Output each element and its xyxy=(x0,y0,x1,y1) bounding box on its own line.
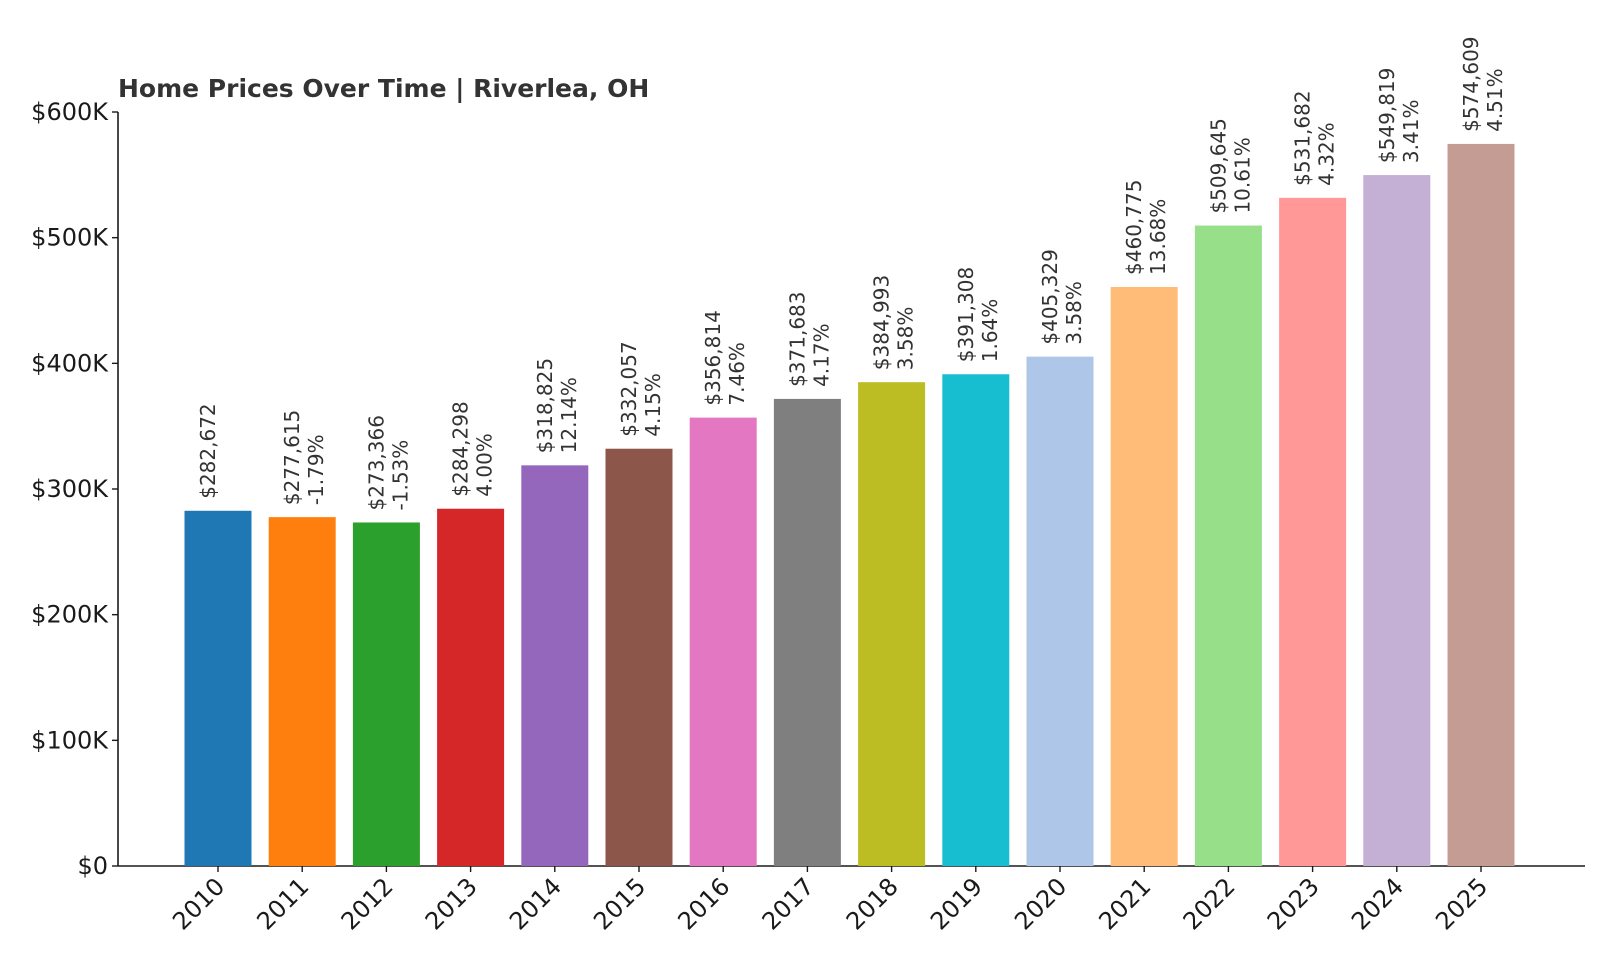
bar-value-label: $371,683 xyxy=(785,291,809,386)
bar-2013 xyxy=(437,508,505,866)
x-tick-label: 2025 xyxy=(1430,872,1493,935)
x-tick-label: 2015 xyxy=(588,872,651,935)
bar-2017 xyxy=(773,398,841,866)
y-tick-label: $300K xyxy=(31,475,109,503)
bar-value-label: $284,298 xyxy=(449,401,473,496)
bar-value-label: $460,775 xyxy=(1122,180,1146,275)
bar-value-label: $531,682 xyxy=(1291,90,1315,185)
bar-2011 xyxy=(268,517,336,866)
bar-2025 xyxy=(1447,143,1515,866)
bar-2012 xyxy=(352,522,420,866)
bar-change-label: 4.17% xyxy=(809,323,833,387)
x-tick-label: 2011 xyxy=(251,872,314,935)
bar-change-label: 3.58% xyxy=(894,307,918,371)
bar-labels: $282,672 $277,615 -1.79% $273,366 -1.53% $284… xyxy=(196,36,1507,510)
bar-change-label: 3.41% xyxy=(1399,100,1423,164)
x-tick-label: 2012 xyxy=(336,872,399,935)
y-tick-label: $100K xyxy=(31,726,109,754)
bar-value-label: $282,672 xyxy=(196,403,220,498)
x-tick-label: 2013 xyxy=(420,872,483,935)
bar-value-label: $356,814 xyxy=(701,310,725,405)
bar-2018 xyxy=(858,382,926,866)
y-axis: $0 $100K $200K $300K $400K $500K $600K xyxy=(31,98,119,880)
y-tick-label: $200K xyxy=(31,601,109,629)
bar-2015 xyxy=(605,448,673,866)
x-tick-label: 2024 xyxy=(1346,872,1409,935)
chart-title: Home Prices Over Time | Riverlea, OH xyxy=(118,74,649,103)
bar-change-label: -1.79% xyxy=(304,434,328,505)
x-tick-label: 2022 xyxy=(1178,872,1241,935)
bar-2022 xyxy=(1194,225,1262,866)
bar-2021 xyxy=(1110,286,1178,866)
bar-value-label: $549,819 xyxy=(1375,68,1399,163)
x-tick-label: 2014 xyxy=(504,872,567,935)
bar-change-label: 4.32% xyxy=(1315,122,1339,186)
x-axis: 2010 2011 2012 2013 2014 2015 2016 2017 2018 2019… xyxy=(118,865,1585,935)
bar-value-label: $405,329 xyxy=(1038,249,1062,344)
y-tick-label: $0 xyxy=(77,852,108,880)
bar-change-label: 10.61% xyxy=(1230,137,1254,213)
bar-value-label: $332,057 xyxy=(617,341,641,436)
bar-change-label: 4.51% xyxy=(1483,68,1507,132)
bar-value-label: $391,308 xyxy=(954,267,978,362)
bar-value-label: $277,615 xyxy=(280,410,304,505)
y-tick-label: $500K xyxy=(31,224,109,252)
bar-2024 xyxy=(1363,175,1431,866)
bar-change-label: 12.14% xyxy=(557,377,581,453)
x-tick-label: 2023 xyxy=(1262,872,1325,935)
bar-change-label: 13.68% xyxy=(1146,199,1170,275)
bar-change-label: 7.46% xyxy=(725,342,749,406)
bar-2010 xyxy=(184,510,252,866)
bar-2016 xyxy=(689,417,757,866)
bar-change-label: 4.15% xyxy=(641,373,665,437)
x-tick-label: 2019 xyxy=(925,872,988,935)
x-tick-label: 2016 xyxy=(672,872,735,935)
bar-change-label: -1.53% xyxy=(388,440,412,511)
bar-value-label: $318,825 xyxy=(533,358,557,453)
bar-value-label: $574,609 xyxy=(1459,36,1483,131)
bars xyxy=(184,143,1515,866)
x-tick-label: 2018 xyxy=(841,872,904,935)
bar-value-label: $273,366 xyxy=(364,415,388,510)
x-tick-label: 2010 xyxy=(167,872,230,935)
x-tick-label: 2021 xyxy=(1093,872,1156,935)
bar-2023 xyxy=(1279,197,1347,866)
y-tick-label: $600K xyxy=(31,98,109,126)
y-tick-label: $400K xyxy=(31,349,109,377)
x-tick-label: 2020 xyxy=(1009,872,1072,935)
bar-2019 xyxy=(942,374,1010,866)
bar-2020 xyxy=(1026,356,1094,866)
bar-2014 xyxy=(521,465,589,866)
bar-change-label: 3.58% xyxy=(1062,281,1086,345)
bar-value-label: $509,645 xyxy=(1206,118,1230,213)
bar-change-label: 1.64% xyxy=(978,299,1002,363)
bar-change-label: 4.00% xyxy=(473,433,497,497)
bar-value-label: $384,993 xyxy=(870,275,894,370)
x-tick-label: 2017 xyxy=(757,872,820,935)
